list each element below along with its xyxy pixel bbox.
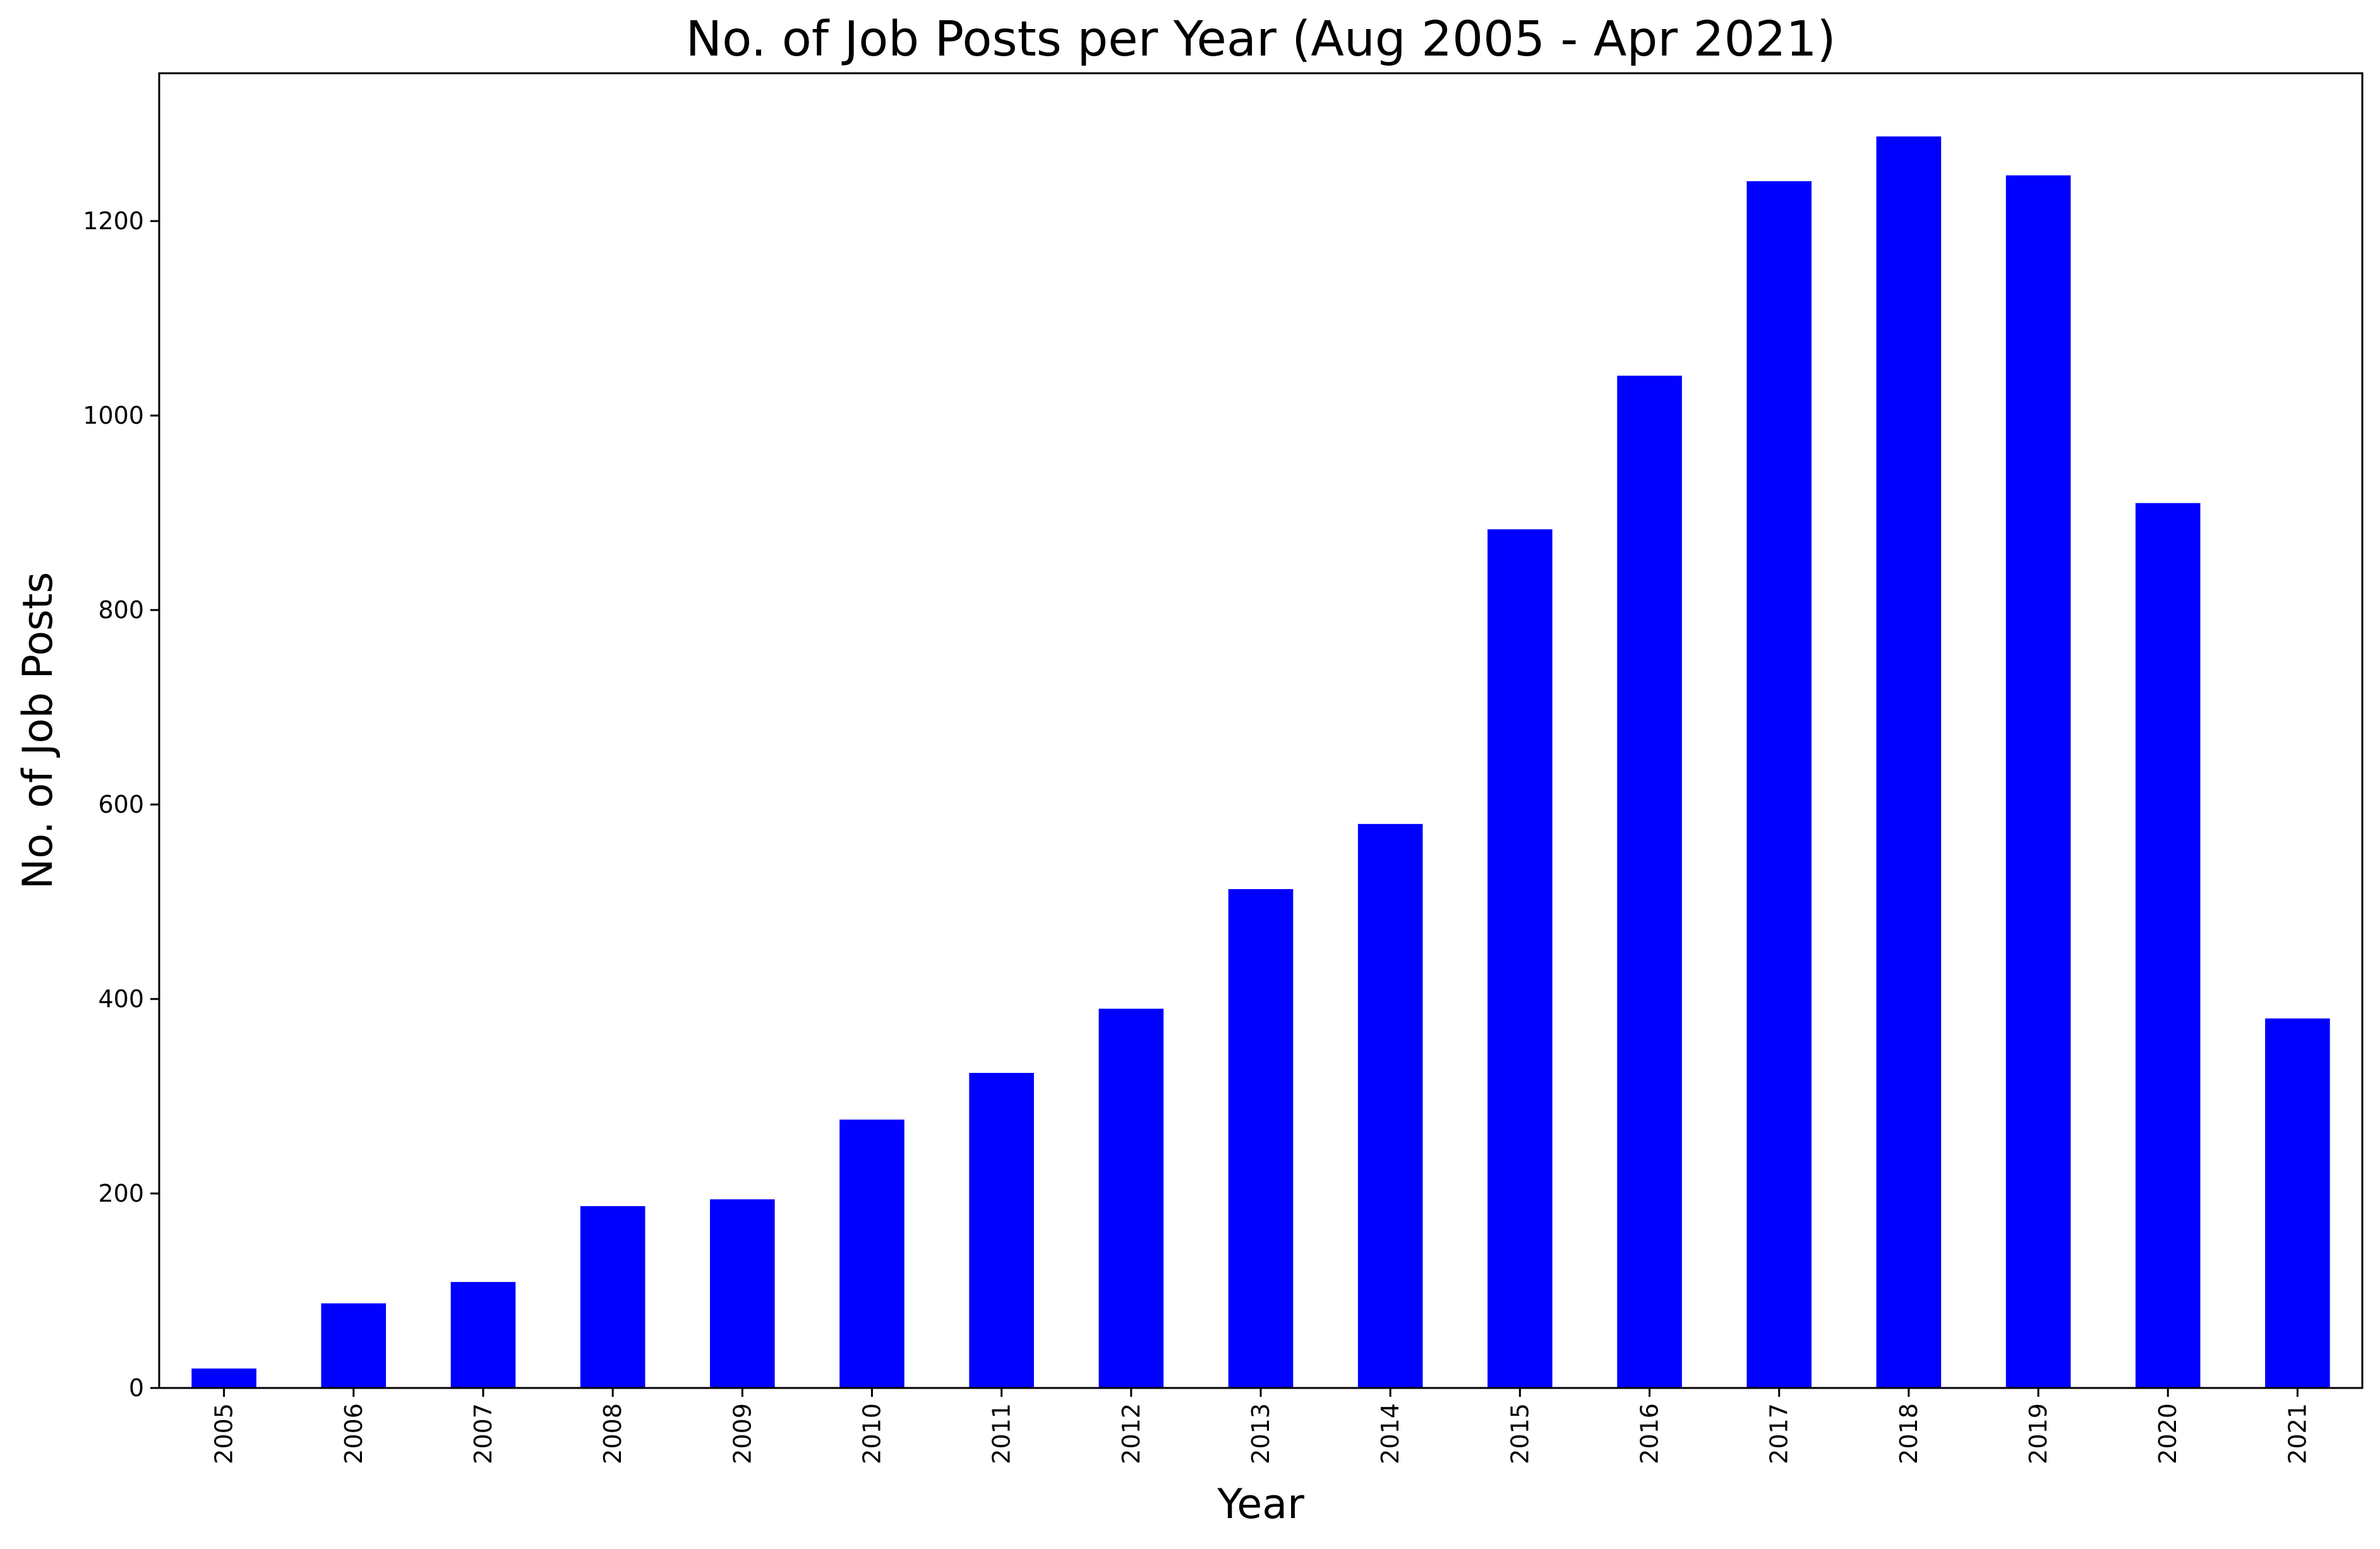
- bar-2018: [1876, 136, 1942, 1388]
- x-tick-label-2019: 2019: [2024, 1403, 2052, 1464]
- bar-2010: [839, 1119, 905, 1388]
- x-tick-label-2005: 2005: [210, 1403, 238, 1464]
- y-tick-label-200: 200: [98, 1180, 144, 1207]
- bar-2020: [2135, 503, 2201, 1389]
- chart-title: No. of Job Posts per Year (Aug 2005 - Ap…: [685, 11, 1836, 68]
- bar-2015: [1488, 529, 1553, 1389]
- x-axis-label: Year: [1217, 1481, 1304, 1528]
- ticks-layer: 2005 2006 2007 2008 2009 2010 2011 2012 2013 2014…: [83, 207, 2311, 1464]
- bar-2021: [2265, 1018, 2330, 1388]
- bar-2014: [1357, 823, 1423, 1388]
- x-tick-label-2012: 2012: [1117, 1403, 1145, 1464]
- x-tick-label-2011: 2011: [988, 1403, 1016, 1464]
- y-tick-label-800: 800: [98, 596, 144, 624]
- bar-2007: [450, 1282, 516, 1388]
- x-tick-label-2021: 2021: [2283, 1403, 2311, 1464]
- bar-2013: [1228, 889, 1294, 1388]
- x-tick-label-2014: 2014: [1376, 1403, 1404, 1464]
- bar-2016: [1617, 375, 1682, 1388]
- y-tick-label-0: 0: [129, 1374, 144, 1402]
- x-tick-label-2015: 2015: [1506, 1403, 1534, 1464]
- bar-2012: [1098, 1008, 1164, 1388]
- bar-2008: [580, 1206, 646, 1388]
- y-tick-label-1000: 1000: [83, 402, 144, 429]
- plot-frame: [158, 72, 2364, 1389]
- bar-2005: [191, 1368, 256, 1388]
- bar-2011: [969, 1073, 1034, 1388]
- x-tick-label-2013: 2013: [1247, 1403, 1275, 1464]
- x-tick-label-2006: 2006: [340, 1403, 368, 1464]
- x-tick-label-2020: 2020: [2154, 1403, 2182, 1464]
- x-tick-label-2010: 2010: [858, 1403, 886, 1464]
- x-tick-label-2017: 2017: [1765, 1403, 1793, 1464]
- bar-2019: [2005, 175, 2071, 1388]
- y-axis-label: No. of Job Posts: [15, 572, 62, 890]
- x-tick-label-2018: 2018: [1895, 1403, 1923, 1464]
- x-tick-label-2009: 2009: [728, 1403, 756, 1464]
- bar-2009: [710, 1199, 775, 1388]
- x-tick-label-2016: 2016: [1636, 1403, 1664, 1464]
- bar-2006: [321, 1303, 387, 1388]
- x-tick-label-2008: 2008: [599, 1403, 627, 1464]
- y-tick-label-600: 600: [98, 791, 144, 818]
- y-tick-label-1200: 1200: [83, 207, 144, 235]
- bar-2017: [1746, 181, 1812, 1388]
- bars-layer: [191, 136, 2330, 1389]
- x-tick-label-2007: 2007: [469, 1403, 497, 1464]
- y-tick-label-400: 400: [98, 985, 144, 1013]
